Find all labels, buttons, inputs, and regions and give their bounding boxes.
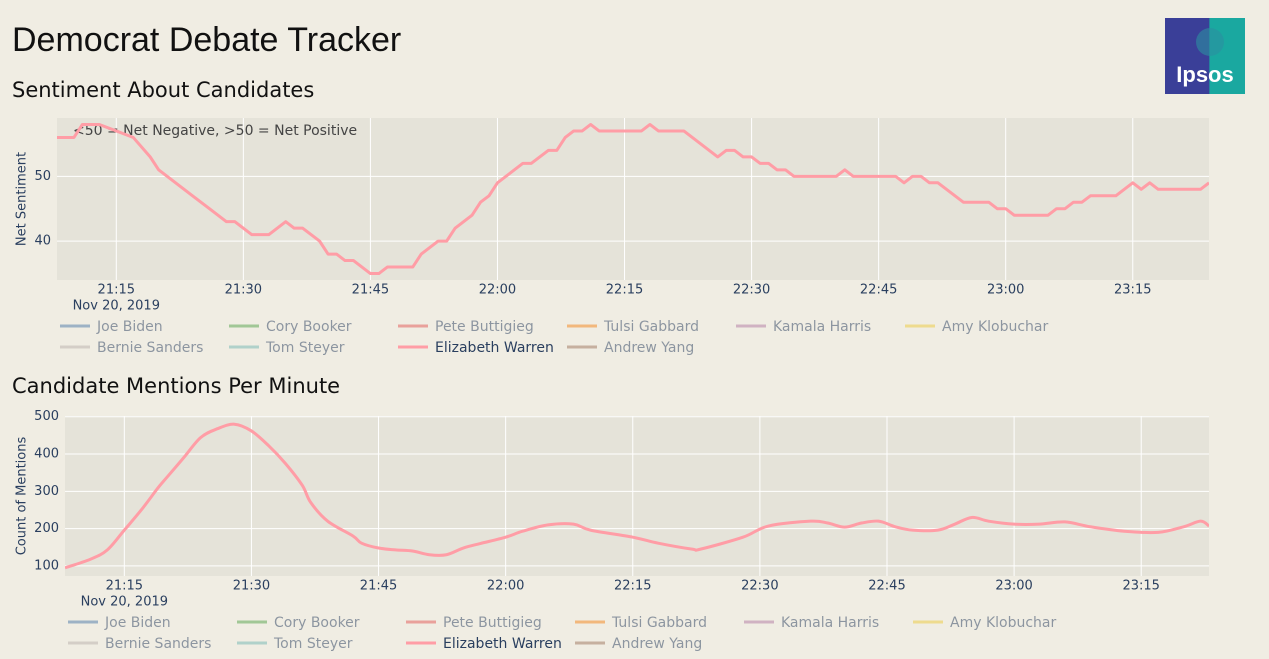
x-tick-label: 21:45 (352, 283, 389, 298)
legend-item[interactable]: Kamala Harris (744, 615, 879, 631)
legend-label: Andrew Yang (612, 636, 702, 652)
legend-label: Joe Biden (104, 615, 171, 631)
legend-label: Bernie Sanders (97, 340, 203, 356)
legend-label: Kamala Harris (773, 319, 871, 335)
legend-item[interactable]: Kamala Harris (736, 319, 871, 335)
x-tick-label: 21:15 (106, 579, 143, 594)
legend-label: Elizabeth Warren (443, 636, 562, 652)
y-tick-label: 50 (34, 169, 51, 184)
logo: Ipsos (1165, 18, 1245, 94)
legend-item[interactable]: Cory Booker (229, 319, 352, 335)
legend-item[interactable]: Joe Biden (60, 319, 163, 335)
legend-label: Amy Klobuchar (950, 615, 1056, 631)
y-tick-label: 500 (34, 409, 59, 424)
legend-item[interactable]: Amy Klobuchar (913, 615, 1056, 631)
legend-label: Kamala Harris (781, 615, 879, 631)
plot-area (57, 118, 1209, 280)
legend-label: Cory Booker (266, 319, 352, 335)
x-tick-label: 21:30 (233, 579, 270, 594)
legend-item[interactable]: Bernie Sanders (60, 340, 203, 356)
legend-label: Cory Booker (274, 615, 360, 631)
legend-label: Bernie Sanders (105, 636, 211, 652)
legend-label: Pete Buttigieg (435, 319, 534, 335)
x-tick-label: 23:15 (1114, 283, 1151, 298)
x-tick-label: 22:00 (479, 283, 516, 298)
x-tick-label: 22:15 (614, 579, 651, 594)
legend-item[interactable]: Pete Buttigieg (398, 319, 534, 335)
legend-item[interactable]: Elizabeth Warren (406, 636, 562, 652)
legend-item[interactable]: Tulsi Gabbard (575, 615, 707, 631)
legend-item[interactable]: Andrew Yang (575, 636, 702, 652)
x-tick-label: 21:45 (360, 579, 397, 594)
legend-item[interactable]: Andrew Yang (567, 340, 694, 356)
page-title: Democrat Debate Tracker (12, 21, 401, 59)
legend-label: Tom Steyer (265, 340, 345, 356)
series-line (65, 422, 1209, 570)
y-axis-title: Count of Mentions (15, 437, 30, 556)
x-tick-label: 22:45 (868, 579, 905, 594)
logo-text: Ipsos (1176, 62, 1233, 87)
x-tick-label: 23:00 (987, 283, 1024, 298)
legend-label: Tom Steyer (273, 636, 353, 652)
legend-label: Tulsi Gabbard (611, 615, 707, 631)
legend-item[interactable]: Tom Steyer (229, 340, 345, 356)
chart-title: Candidate Mentions Per Minute (12, 374, 340, 398)
legend-label: Tulsi Gabbard (603, 319, 699, 335)
x-tick-label: 23:15 (1122, 579, 1159, 594)
chart-title: Sentiment About Candidates (12, 78, 314, 102)
legend-item[interactable]: Tulsi Gabbard (567, 319, 699, 335)
plot-area (65, 416, 1209, 576)
x-tick-label: 22:15 (606, 283, 643, 298)
legend-item[interactable]: Bernie Sanders (68, 636, 211, 652)
x-tick-label: 22:45 (860, 283, 897, 298)
legend-item[interactable]: Elizabeth Warren (398, 340, 554, 356)
legend-label: Joe Biden (96, 319, 163, 335)
x-tick-label: 22:30 (733, 283, 770, 298)
y-tick-label: 200 (34, 521, 59, 536)
legend-item[interactable]: Cory Booker (237, 615, 360, 631)
x-date-label: Nov 20, 2019 (81, 595, 168, 610)
y-tick-label: 400 (34, 447, 59, 462)
y-tick-label: 100 (34, 558, 59, 573)
legend-item[interactable]: Pete Buttigieg (406, 615, 542, 631)
y-axis-title: Net Sentiment (15, 152, 30, 246)
legend-item[interactable]: Joe Biden (68, 615, 171, 631)
annotation: <50 = Net Negative, >50 = Net Positive (73, 123, 357, 139)
x-tick-label: 22:30 (741, 579, 778, 594)
series-line (57, 122, 1209, 276)
x-tick-label: 21:15 (98, 283, 135, 298)
x-tick-label: 22:00 (487, 579, 524, 594)
x-tick-label: 21:30 (225, 283, 262, 298)
x-tick-label: 23:00 (995, 579, 1032, 594)
logo-figure (1196, 28, 1224, 56)
y-tick-label: 40 (34, 234, 51, 249)
legend-item[interactable]: Tom Steyer (237, 636, 353, 652)
legend-label: Elizabeth Warren (435, 340, 554, 356)
legend-label: Pete Buttigieg (443, 615, 542, 631)
y-tick-label: 300 (34, 484, 59, 499)
legend-label: Andrew Yang (604, 340, 694, 356)
legend-item[interactable]: Amy Klobuchar (905, 319, 1048, 335)
legend-label: Amy Klobuchar (942, 319, 1048, 335)
x-date-label: Nov 20, 2019 (73, 299, 160, 314)
